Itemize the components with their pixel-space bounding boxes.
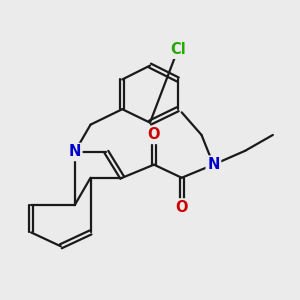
- Text: N: N: [207, 157, 220, 172]
- Text: N: N: [68, 145, 81, 160]
- Text: Cl: Cl: [170, 42, 186, 57]
- Text: O: O: [148, 128, 160, 142]
- Text: O: O: [176, 200, 188, 215]
